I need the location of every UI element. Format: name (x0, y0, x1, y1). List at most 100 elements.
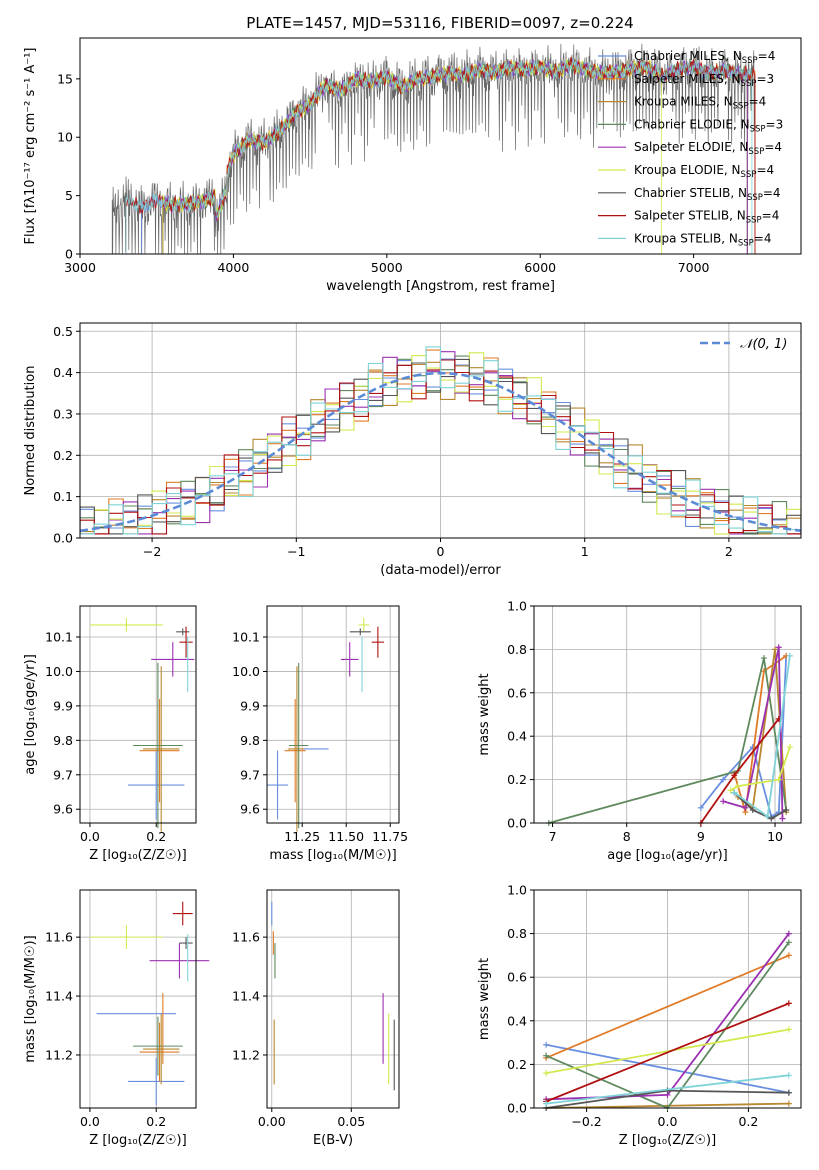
errorbar-point (133, 662, 183, 829)
errorbar-point (149, 943, 210, 979)
weight-marker (785, 930, 792, 937)
errorbar-point (89, 618, 163, 632)
x-axis-label: wavelength [Angstrom, rest frame] (326, 279, 555, 294)
y-tick-label: 0.5 (53, 324, 73, 339)
weight-marker (786, 652, 793, 659)
y-tick-label: 0.8 (507, 642, 527, 657)
axes-frame (79, 889, 197, 1109)
x-tick-label: 11.75 (372, 829, 408, 844)
x-tick-label: 11.25 (284, 829, 320, 844)
y-axis-label: Normed distribution (23, 366, 38, 496)
y-tick-label: 0.2 (53, 448, 73, 463)
weight-marker (731, 772, 738, 779)
x-tick-label: 0.2 (146, 1114, 166, 1129)
x-axis-label: age [log₁₀(age/yr)] (607, 848, 728, 863)
axes-frame (533, 889, 802, 1109)
weight-marker (783, 806, 790, 813)
panel-age-vs-z: 0.0 0.2 9.6 9.7 9.8 9.9 10.0 10.1 Z [log₁₀(Z/Z☉)… (23, 605, 197, 863)
legend-label: Salpeter ELODIE, NSSP=4 (634, 140, 782, 157)
y-tick-label: 10.1 (45, 630, 73, 645)
errorbar-point (288, 666, 306, 832)
histogram-series-8 (80, 346, 801, 535)
weight-series-5 (730, 746, 791, 792)
weight-marker (775, 776, 782, 783)
x-tick-label: −1 (287, 544, 305, 559)
y-tick-label: 11.2 (45, 1047, 73, 1062)
y-tick-label: 0.1 (53, 489, 73, 504)
x-tick-label: −2 (143, 544, 161, 559)
y-tick-label: 9.7 (53, 767, 73, 782)
errorbar-point (142, 1013, 180, 1085)
x-tick-label: −0.2 (571, 1114, 601, 1129)
legend-label: Kroupa STELIB, NSSP=4 (634, 231, 772, 248)
spectrum-series-8 (125, 58, 753, 254)
weight-marker (543, 1052, 550, 1059)
weight-marker (742, 804, 749, 811)
x-tick-label: 3000 (64, 260, 96, 275)
legend-label: Kroupa ELODIE, NSSP=4 (634, 163, 774, 180)
weight-marker (720, 776, 727, 783)
errorbar-point (340, 642, 359, 677)
spectrum-lines (111, 43, 756, 254)
x-tick-label: 1 (581, 544, 589, 559)
panel-mass-weight-vs-age: 7 8 9 10 0.0 0.2 0.4 0.6 0.8 1.0 age [log₁₀(age/yr… (477, 599, 802, 863)
y-axis-label: mass weight (477, 958, 492, 1040)
weight-series-5 (545, 1028, 790, 1074)
legend-label: Salpeter MILES, NSSP=3 (634, 72, 774, 89)
weight-marker (785, 1000, 792, 1007)
y-tick-label: 1.0 (507, 883, 527, 898)
errorbar-point (128, 1057, 185, 1106)
weight-marker (731, 789, 738, 796)
axes-frame (79, 605, 197, 824)
weight-series-7 (545, 1002, 790, 1103)
y-tick-label: 10.1 (232, 630, 260, 645)
axes-frame (266, 889, 400, 1109)
legend-label: Chabrier ELODIE, NSSP=3 (634, 117, 783, 134)
x-tick-label: 5000 (371, 260, 403, 275)
y-tick-label: 9.6 (53, 802, 73, 817)
figure-title: PLATE=1457, MJD=53116, FIBERID=0097, z=0… (246, 14, 633, 32)
x-tick-label: 0.05 (337, 1114, 365, 1129)
axes-frame (79, 37, 802, 255)
errorbar-point (284, 699, 306, 803)
weight-marker (543, 1100, 550, 1107)
weight-marker (720, 798, 727, 805)
y-tick-label: 11.6 (45, 930, 73, 945)
x-tick-label: 0.2 (738, 1114, 758, 1129)
y-axis-label: age [log₁₀(age/yr)] (23, 654, 38, 775)
weight-marker (764, 813, 771, 820)
weight-marker (543, 1041, 550, 1048)
x-tick-label: 0.2 (146, 829, 166, 844)
x-axis-label: Z [log₁₀(Z/Z☉)] (89, 848, 186, 863)
errorbar-point (89, 925, 163, 949)
y-tick-label: 0.2 (507, 1057, 527, 1072)
y-tick-label: 11.6 (232, 930, 260, 945)
y-tick-label: 0.0 (507, 816, 527, 831)
spectrum-legend: Chabrier MILES, NSSP=4 Salpeter MILES, NS… (598, 49, 783, 248)
errorbar-point (133, 1016, 183, 1076)
errorbar-point (139, 699, 180, 803)
x-tick-label: 7000 (678, 260, 710, 275)
errorbar-point (172, 901, 193, 926)
errorbar-point (371, 626, 385, 658)
y-axis-label: mass [log₁₀(M/M☉)] (23, 935, 38, 1062)
weight-series-4 (722, 647, 784, 819)
panel-age-vs-mass: 11.25 11.50 11.75 9.6 9.7 9.8 9.9 10.0 10.1 mass … (232, 605, 408, 863)
y-tick-label: 9.8 (53, 733, 73, 748)
y-axis-label: Flux [fλ10⁻¹⁷ erg cm⁻² s⁻¹ A⁻¹] (23, 48, 38, 245)
x-tick-label: 0.0 (80, 829, 100, 844)
x-axis-label: E(B-V) (313, 1133, 353, 1148)
errorbar-point (358, 618, 370, 632)
panel-residual-histogram: −2 −1 0 1 2 0.0 0.1 0.2 0.3 0.4 0.5 (data-model)/er… (23, 322, 802, 578)
normal-curve (80, 371, 801, 533)
y-tick-label: 0.4 (53, 365, 73, 380)
x-axis-label: Z [log₁₀(Z/Z☉)] (89, 1133, 186, 1148)
y-tick-label: 0.0 (53, 531, 73, 546)
weight-marker (785, 1089, 792, 1096)
axes-frame (79, 322, 802, 539)
y-tick-label: 9.8 (240, 733, 260, 748)
y-tick-label: 9.9 (53, 698, 73, 713)
x-tick-label: 10 (767, 829, 783, 844)
legend-label: Kroupa MILES, NSSP=4 (634, 95, 766, 112)
x-tick-label: 0.00 (258, 1114, 286, 1129)
